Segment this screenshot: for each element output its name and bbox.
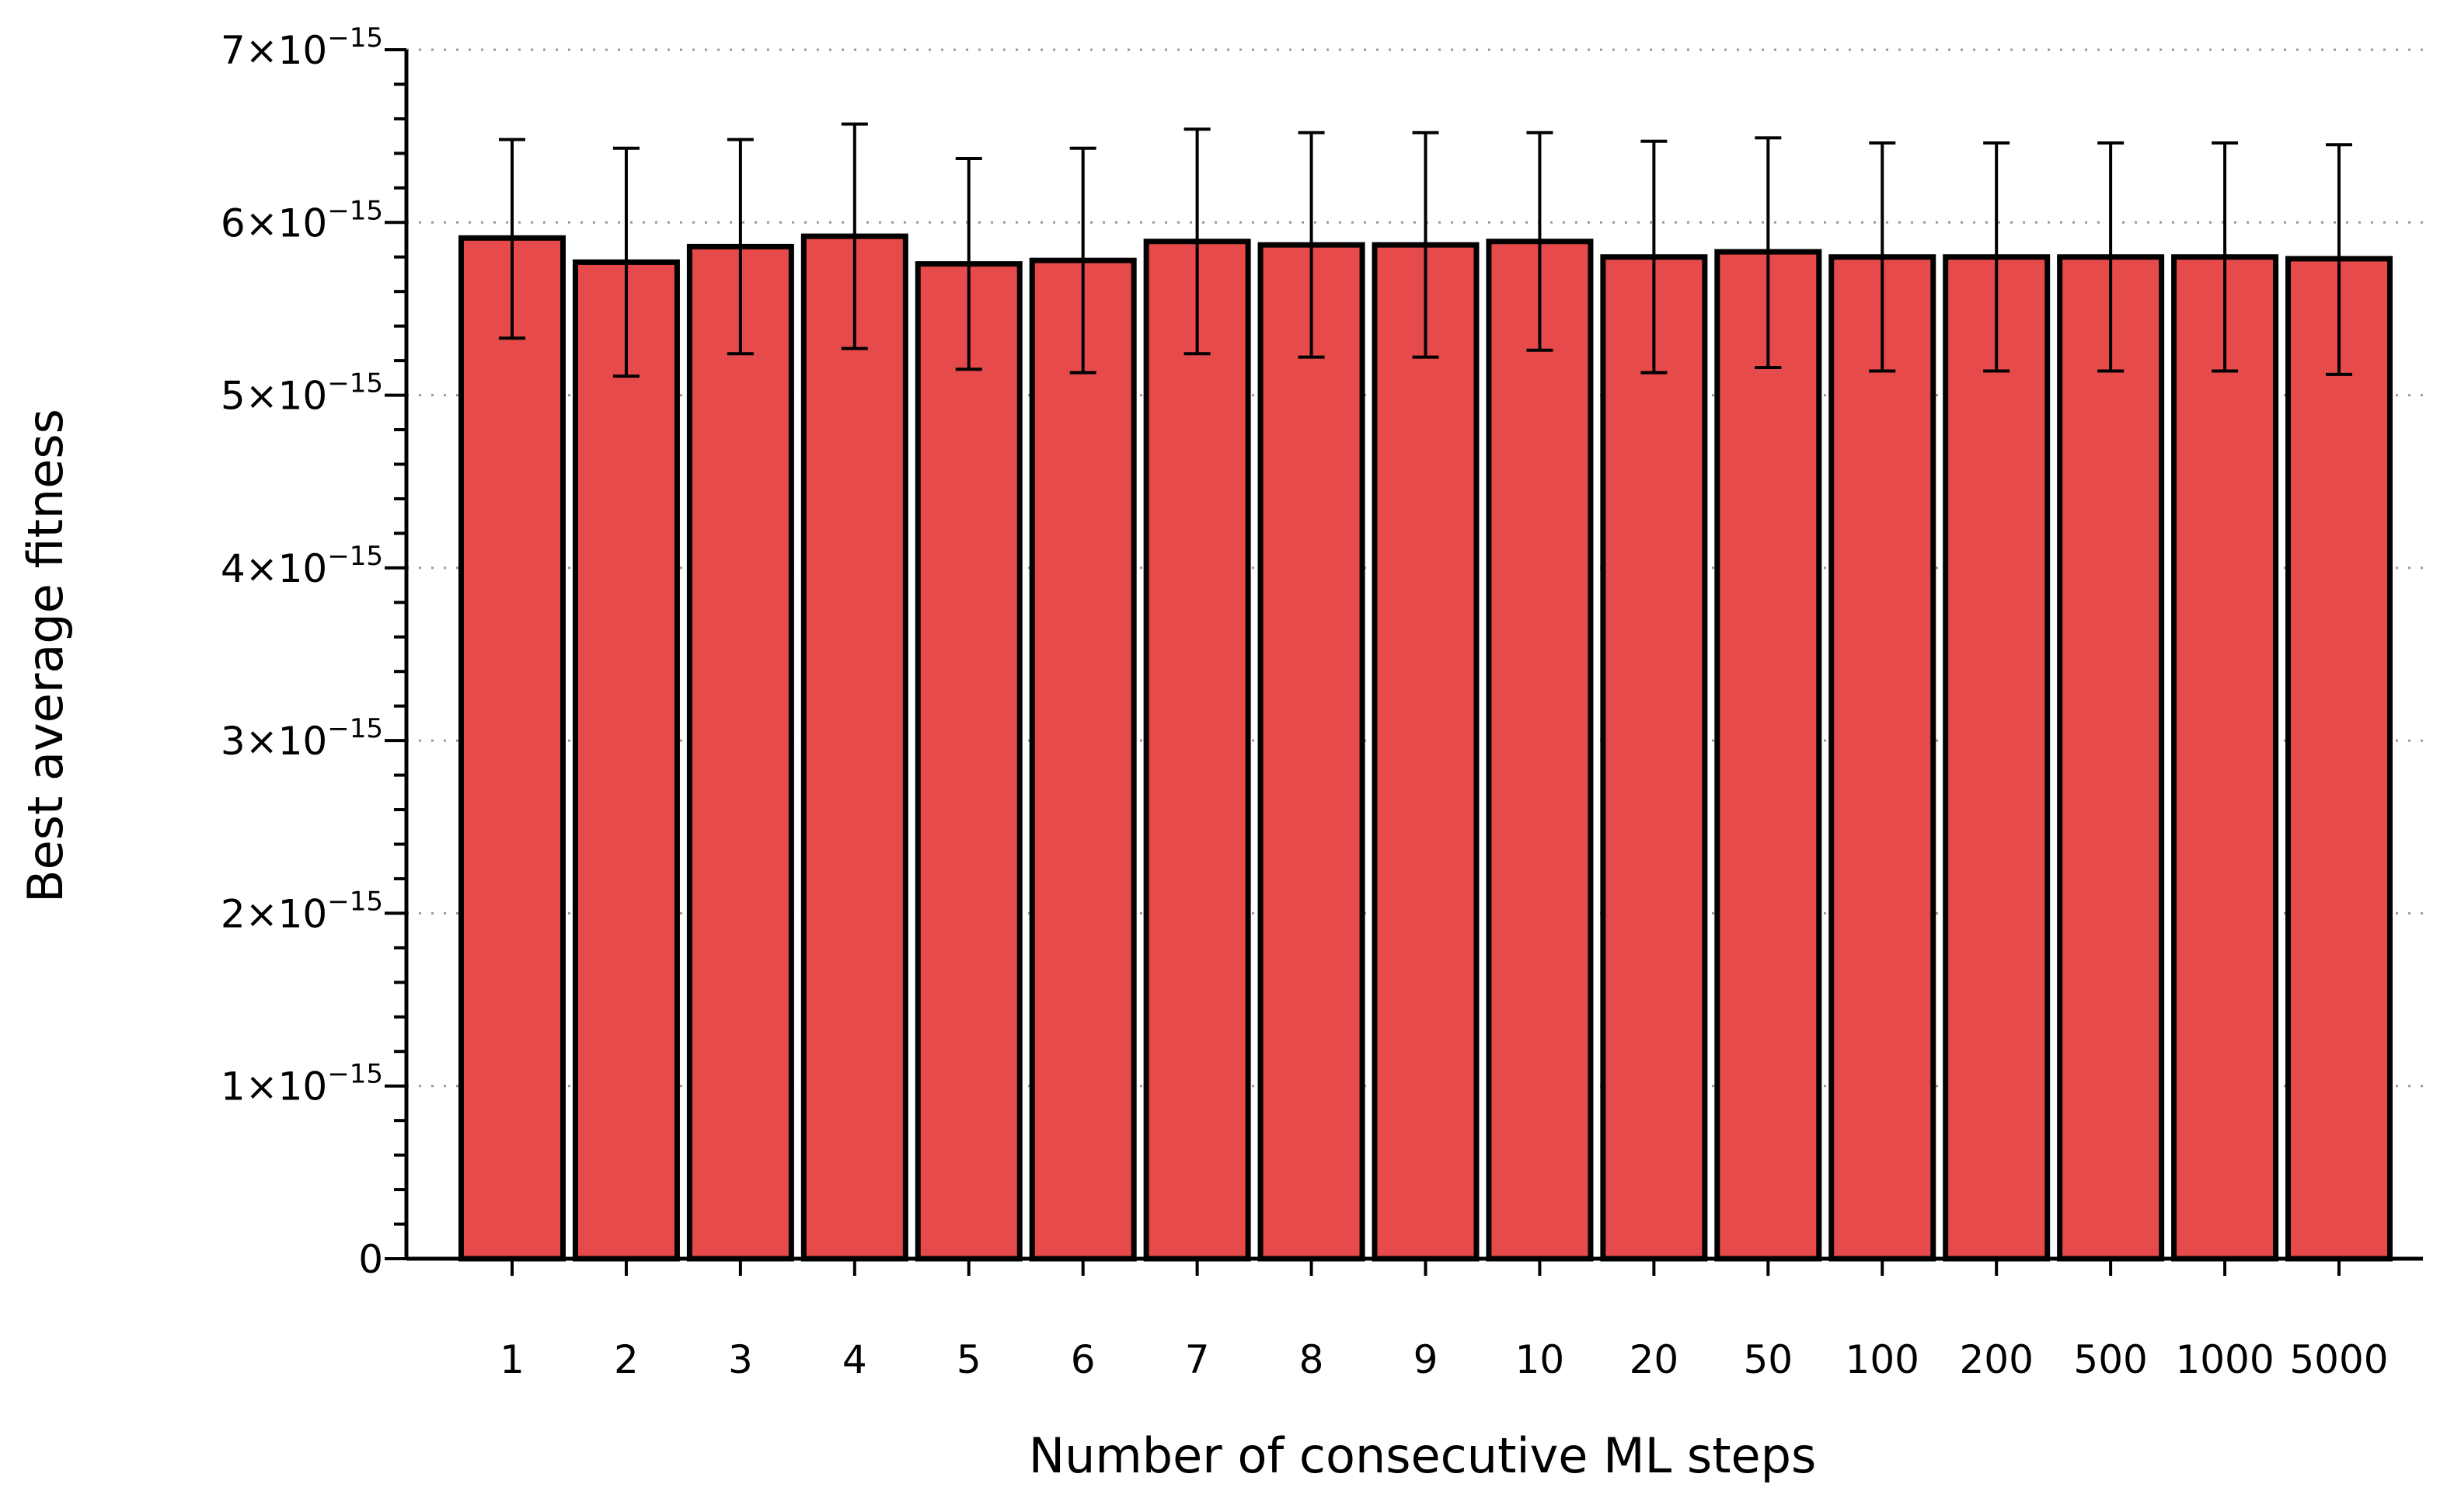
x-axis-title: Number of consecutive ML steps xyxy=(1029,1427,1817,1484)
x-tick-label: 500 xyxy=(2073,1337,2147,1382)
bar xyxy=(1714,249,1822,1262)
error-bar xyxy=(1869,141,1896,373)
axes xyxy=(385,48,2423,1276)
error-bar xyxy=(2097,141,2125,373)
error-bar xyxy=(612,146,640,378)
error-bar xyxy=(955,157,982,371)
bars xyxy=(458,233,2393,1262)
x-tick-label: 20 xyxy=(1630,1337,1679,1382)
x-tick-label: 3 xyxy=(728,1337,753,1382)
x-tick-label: 100 xyxy=(1846,1337,1919,1382)
bar xyxy=(800,233,908,1262)
error-bar xyxy=(1069,146,1096,375)
bar xyxy=(2057,254,2165,1262)
x-tick-label: 10 xyxy=(1515,1337,1565,1382)
error-bar xyxy=(2212,141,2239,373)
x-tick-label: 50 xyxy=(1744,1337,1793,1382)
y-tick-label: 6×10−15 xyxy=(221,195,383,246)
error-bar xyxy=(1183,127,1211,356)
x-tick-label: 8 xyxy=(1299,1337,1324,1382)
x-tick-label: 9 xyxy=(1414,1337,1438,1382)
bar xyxy=(686,243,794,1262)
error-bar xyxy=(1755,136,1782,370)
bar xyxy=(1486,239,1594,1262)
error-bars xyxy=(499,122,2352,378)
y-tick-label: 5×10−15 xyxy=(221,368,383,419)
error-bar xyxy=(2326,143,2352,376)
error-bar xyxy=(1640,139,1668,375)
y-tick-label: 4×10−15 xyxy=(221,541,383,591)
x-tick-label: 6 xyxy=(1071,1337,1096,1382)
error-bar xyxy=(841,122,868,350)
bar xyxy=(915,261,1023,1262)
x-tick-label: 2 xyxy=(614,1337,639,1382)
bar xyxy=(1828,254,1936,1262)
bar xyxy=(2171,254,2279,1262)
x-tick-label: 5 xyxy=(957,1337,981,1382)
bar xyxy=(1029,257,1137,1262)
error-bar xyxy=(499,138,525,340)
bar xyxy=(572,259,680,1262)
error-bar xyxy=(1298,131,1325,359)
error-bar xyxy=(727,138,754,356)
bar xyxy=(1257,242,1365,1262)
bar xyxy=(1372,242,1480,1262)
x-tick-label: 1000 xyxy=(2175,1337,2274,1382)
error-bar xyxy=(1983,141,2010,373)
y-tick-label: 7×10−15 xyxy=(221,23,383,73)
y-tick-label: 2×10−15 xyxy=(221,886,383,936)
bar xyxy=(2285,256,2393,1262)
y-tick-label: 1×10−15 xyxy=(221,1059,383,1110)
bar xyxy=(1600,254,1708,1262)
x-tick-label: 1 xyxy=(500,1337,525,1382)
error-bar xyxy=(1412,131,1439,359)
x-tick-label: 5000 xyxy=(2289,1337,2388,1382)
y-tick-label: 3×10−15 xyxy=(221,713,383,764)
x-tick-label: 200 xyxy=(1959,1337,2033,1382)
bar xyxy=(1943,254,2051,1262)
bar xyxy=(458,235,566,1262)
x-tick-label: 4 xyxy=(842,1337,867,1382)
bar xyxy=(1143,239,1251,1262)
tick-labels: 0 1×10−15 2×10−15 3×10−15 4×10−15 5×10−15 6×10… xyxy=(221,23,2389,1382)
y-axis-title: Best average fitness xyxy=(17,409,74,903)
y-tick-label: 0 xyxy=(358,1237,383,1282)
error-bar xyxy=(1526,131,1553,352)
x-tick-label: 7 xyxy=(1185,1337,1210,1382)
